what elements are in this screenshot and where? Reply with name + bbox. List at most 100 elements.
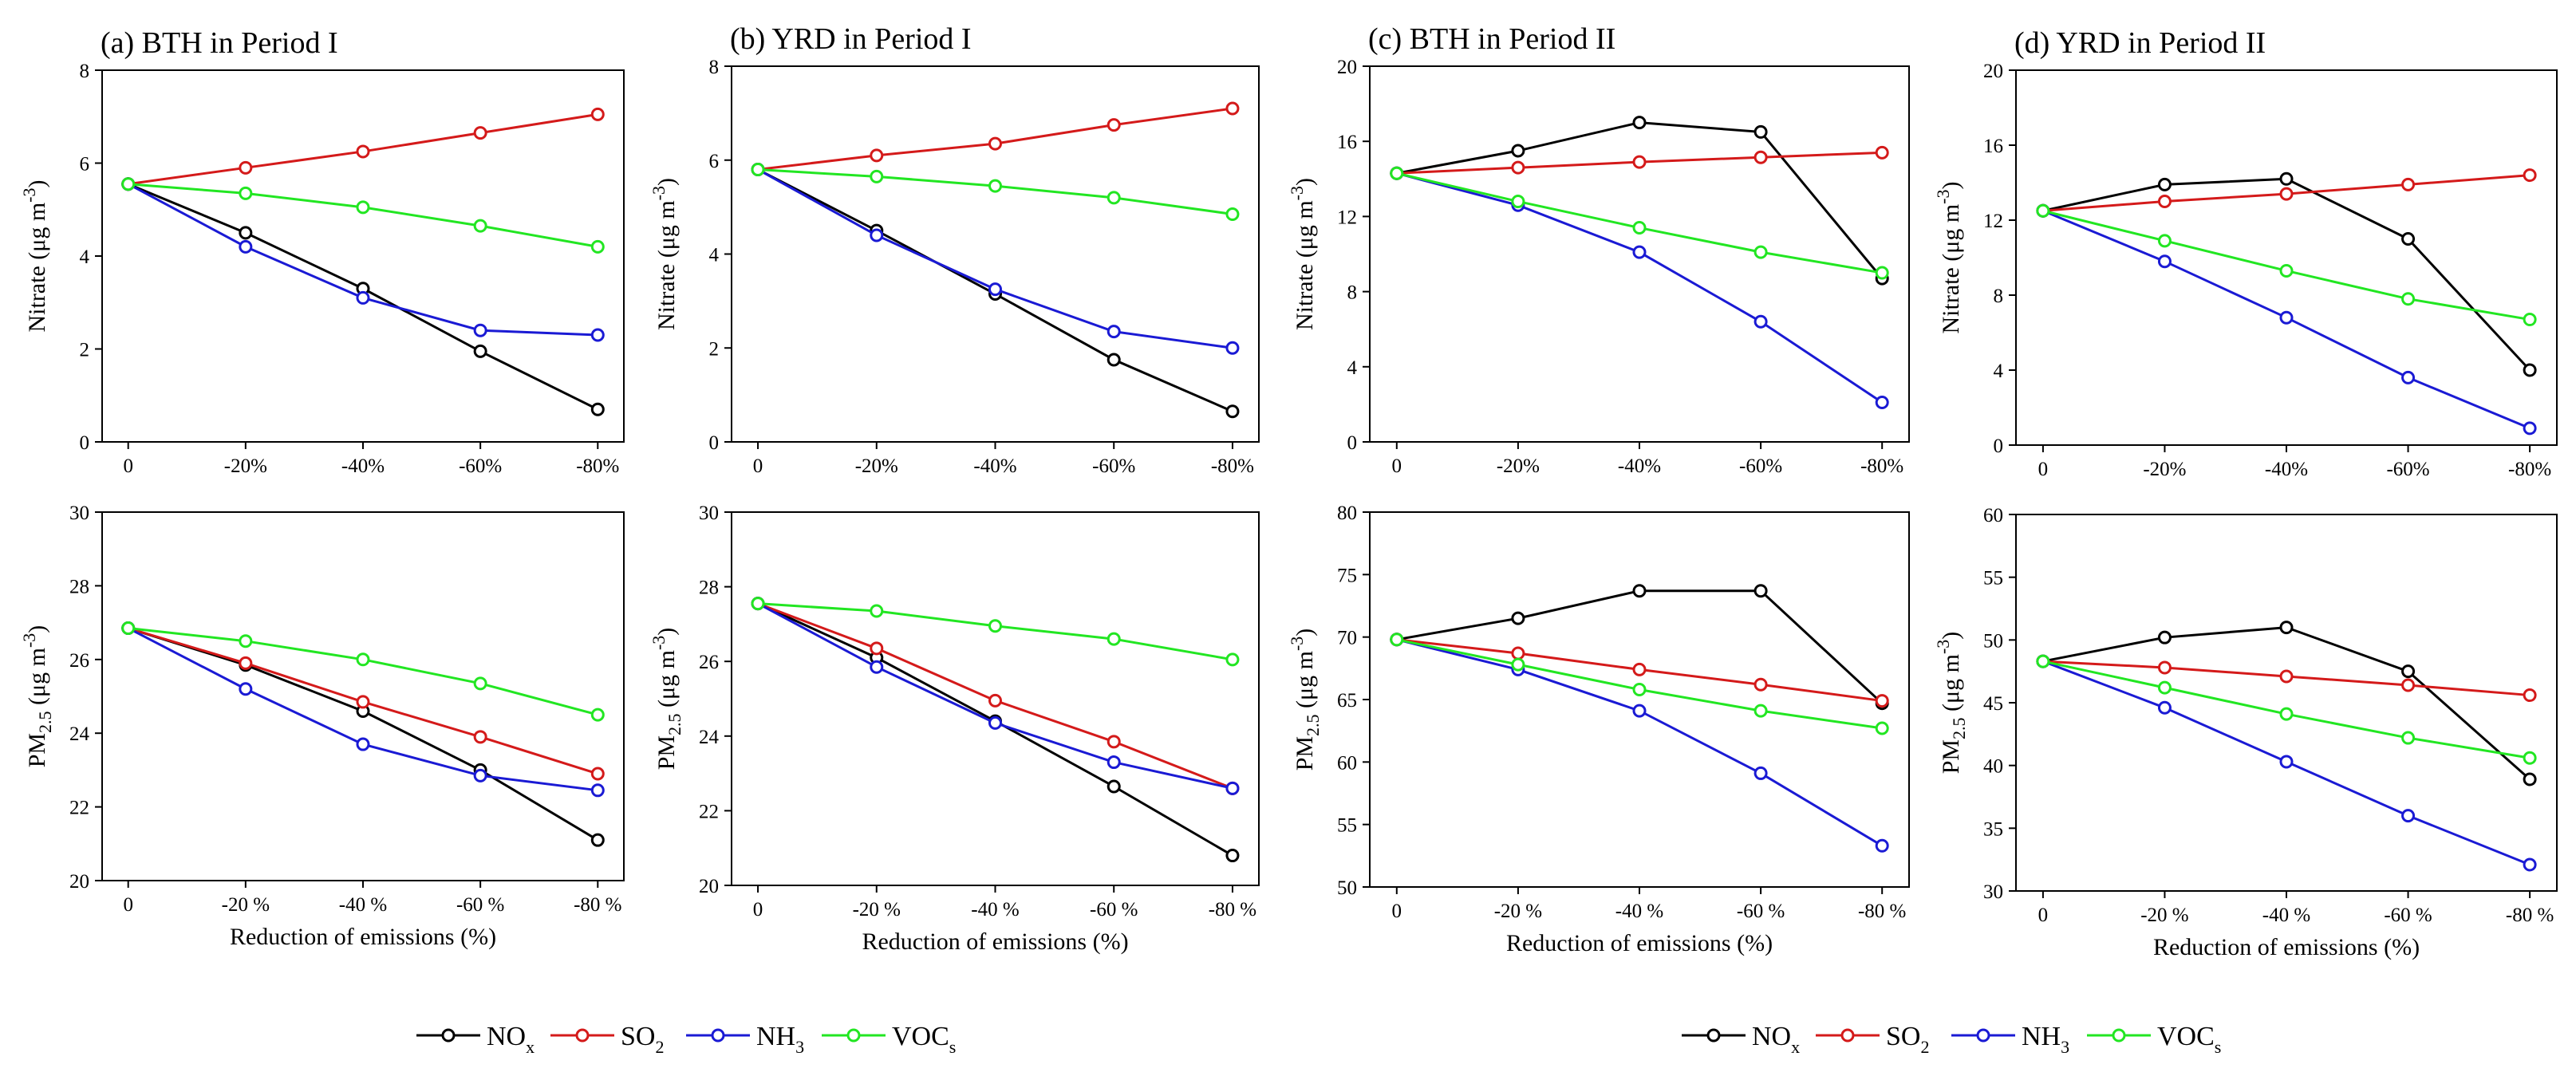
data-point-SO2 [1511,646,1525,660]
y-label-sup: -3 [649,636,669,650]
data-point-NH3 [356,290,370,305]
data-point-NH3 [356,737,370,751]
y-label-unit: (μg m [24,648,50,705]
data-point-VOCs [1107,632,1121,646]
data-point-VOCs [2279,707,2294,721]
y-label-sup: -3 [1933,189,1953,203]
x-tick-label: -40% [1618,455,1661,477]
y-tick-label: 50 [1337,877,1357,899]
data-point-NH3 [2401,370,2416,384]
x-tick-label: -80 % [1209,899,1256,920]
y-label-part: Nitrate [653,258,680,330]
data-point-NH3 [1225,341,1240,355]
y-label-part [24,705,50,711]
y-tick-label: 26 [699,652,719,673]
y-axis-label: Nitrate (μg m-3) [649,178,680,330]
legend-marker-SO2 [575,1028,590,1043]
panel-title: (c) BTH in Period II [1368,22,1615,56]
data-point-VOCs [1875,721,1889,735]
y-label-part: Nitrate [1292,258,1318,330]
legend-label-main: NO [487,1022,526,1051]
data-point-NOx [2523,363,2537,377]
x-tick-label: -60% [459,455,502,477]
data-point-SO2 [870,148,884,163]
legend-label-main: NH [756,1022,795,1051]
data-point-VOCs [2401,292,2416,306]
x-tick-label: -20 % [853,899,901,920]
data-point-NOx [590,833,605,847]
y-label-part [1938,711,1964,718]
data-point-NH3 [1753,766,1768,780]
y-label-part [1292,708,1318,715]
data-point-SO2 [2401,177,2416,191]
x-axis-label: Reduction of emissions (%) [230,924,496,950]
x-tick-label: -20% [2143,459,2186,480]
legend-label-main: SO [621,1022,655,1051]
data-point-NH3 [2523,421,2537,436]
y-axis-label: PM2.5 (μg m-3) [1933,632,1969,775]
chart-panel-5: 20 22 24 26 28 30 0 -20 % -40 % -60 % -80 % Reducti… [19,503,625,950]
plot-frame [731,65,1260,443]
x-tick-label: 0 [1392,455,1402,477]
data-point-SO2 [1107,735,1121,749]
data-point-VOCs [1632,221,1647,235]
x-tick-label: -80 % [574,894,621,916]
y-tick-label: 30 [1983,881,2003,903]
y-tick-label: 30 [699,503,719,524]
y-label-sub: 2.5 [1303,714,1323,736]
y-label-part: PM [24,733,50,767]
legend-label-sub: 2 [1920,1037,1929,1057]
x-tick-label: 0 [753,899,763,920]
y-tick-label: 4 [1347,357,1358,379]
y-label-unit: ) [24,625,50,633]
data-point-VOCs [751,163,765,177]
data-point-VOCs [988,179,1002,193]
data-point-SO2 [1753,677,1768,692]
y-tick-label: 8 [1994,286,2004,307]
data-point-NH3 [2157,254,2172,269]
data-point-VOCs [988,619,1002,633]
data-point-SO2 [473,126,487,140]
data-point-VOCs [1511,195,1525,209]
data-point-NOx [2279,621,2294,635]
legend-label-sub: s [2215,1037,2222,1057]
x-tick-label: 0 [2038,905,2049,926]
panel-title: (d) YRD in Period II [2014,26,2266,60]
y-label-part: Nitrate [24,260,50,333]
y-label-unit: ) [1292,178,1318,186]
y-tick-label: 2 [80,340,90,361]
y-label-unit: ) [1938,181,1964,189]
data-point-NOx [1107,353,1121,367]
x-tick-label: -40% [2265,459,2308,480]
y-tick-label: 16 [1983,136,2003,157]
legend-marker-SO2 [1840,1028,1855,1043]
data-point-NH3 [988,715,1002,730]
data-point-SO2 [590,107,605,121]
plot-frame [2015,514,2558,892]
y-tick-label: 80 [1337,503,1357,524]
y-tick-label: 8 [1347,282,1358,304]
data-point-SO2 [2401,678,2416,692]
data-point-SO2 [1225,101,1240,116]
x-tick-label: -20 % [222,894,270,916]
y-tick-label: 0 [1347,432,1358,454]
y-label-part: Nitrate [1938,262,1964,334]
legend-label-VOCs: VOCs [2157,1022,2221,1057]
y-tick-label: 20 [69,871,89,893]
y-label-unit: ) [653,628,680,636]
data-point-SO2 [2279,187,2294,201]
data-point-NOx [2523,772,2537,786]
legend-label-main: SO [1886,1022,1920,1051]
y-tick-label: 0 [80,432,90,454]
y-label-unit: (μg m [1292,200,1318,258]
y-label-sup: -3 [19,187,39,202]
legend-label-sub: 3 [2061,1037,2069,1057]
data-point-SO2 [1875,145,1889,160]
data-point-VOCs [2401,731,2416,745]
data-point-NOx [2157,177,2172,191]
x-tick-label: -20% [855,455,898,477]
data-point-NOx [2401,232,2416,246]
data-point-SO2 [356,144,370,159]
y-label-part: PM [1938,739,1964,774]
data-point-VOCs [356,200,370,215]
